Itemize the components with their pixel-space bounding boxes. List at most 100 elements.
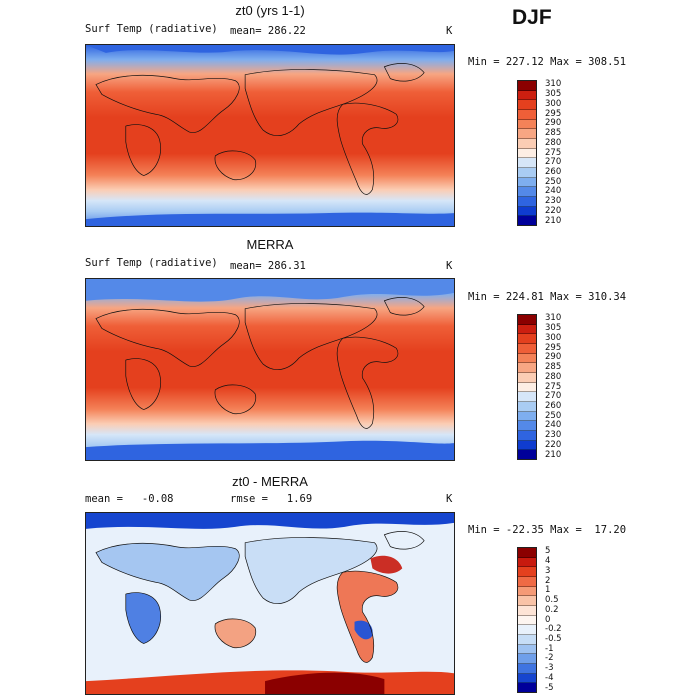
colorbar-tick-label: 0 (545, 614, 551, 625)
colorbar-swatch (518, 353, 536, 364)
colorbar-tick-label: 280 (545, 137, 562, 148)
colorbar-tick-label: 275 (545, 147, 562, 158)
colorbar-tick-label: 285 (545, 362, 562, 373)
colorbar-swatch (518, 100, 536, 111)
colorbar-tick-label: 260 (545, 400, 562, 411)
colorbar-swatch (518, 197, 536, 207)
colorbar-swatch (518, 440, 536, 451)
colorbar-swatch (518, 81, 536, 91)
colorbar-swatch (518, 557, 536, 568)
colorbar-swatch (518, 402, 536, 412)
panel-title: zt0 - MERRA (232, 474, 308, 489)
colorbar-tick-label: -0.2 (545, 624, 562, 635)
colorbar-tick-label: 305 (545, 89, 562, 100)
colorbar-tick-label: 210 (545, 449, 562, 460)
colorbar-swatch (518, 110, 536, 120)
colorbar-tick-label: -5 (545, 682, 554, 693)
mean-label: mean = -0.08 (85, 493, 174, 505)
colorbar-tick-label: 275 (545, 381, 562, 392)
variable-label: Surf Temp (radiative) (85, 23, 218, 35)
colorbar-tick-label: 5 (545, 546, 551, 557)
reanalysis-temperature-map (85, 278, 455, 461)
colorbar-swatch (518, 411, 536, 422)
units-label: K (446, 260, 453, 272)
colorbar-tick-label: 4 (545, 556, 551, 567)
colorbar-tick-label: -2 (545, 653, 554, 664)
colorbar-tick-label: 240 (545, 420, 562, 431)
colorbar-tick-label: 230 (545, 196, 562, 207)
colorbar-tick-label: 240 (545, 186, 562, 197)
colorbar-swatch (518, 139, 536, 149)
colorbar-tick-label: -4 (545, 672, 554, 683)
colorbar-tick-label: 220 (545, 439, 562, 450)
mean-label: mean= 286.31 (230, 260, 306, 272)
minmax-label: Min = 224.81 Max = 310.34 (468, 291, 627, 303)
colorbar-tick-label: 210 (545, 215, 562, 226)
colorbar-swatch (518, 392, 536, 403)
colorbar-tick-label: 260 (545, 166, 562, 177)
colorbar-swatch (518, 625, 536, 636)
colorbar-swatch (518, 683, 536, 693)
colorbar-swatch (518, 334, 536, 345)
colorbar-tick-label: 305 (545, 323, 562, 334)
colorbar-swatch (518, 567, 536, 578)
units-label: K (446, 25, 453, 37)
panel-title: MERRA (246, 237, 294, 252)
colorbar-tick-label: 300 (545, 98, 562, 109)
mean-label: mean= 286.22 (230, 25, 306, 37)
colorbar-tick-label: 300 (545, 332, 562, 343)
colorbar-tick-label: 295 (545, 342, 562, 353)
colorbar-swatch (518, 450, 536, 460)
colorbar-tick-label: 280 (545, 371, 562, 382)
colorbar-swatch (518, 344, 536, 354)
colorbar-tick-label: 285 (545, 128, 562, 139)
colorbar-tick-label: -3 (545, 663, 554, 674)
season-label: DJF (512, 6, 552, 29)
colorbar-swatch (518, 158, 536, 169)
colorbar-swatch (518, 606, 536, 616)
colorbar-tick-label: 250 (545, 410, 562, 421)
colorbar-swatch (518, 324, 536, 335)
difference-map (85, 512, 455, 695)
colorbar-tick-label: 0.2 (545, 604, 559, 615)
minmax-label: Min = 227.12 Max = 308.51 (468, 56, 627, 68)
colorbar-swatch (518, 129, 536, 140)
colorbar (517, 80, 537, 226)
colorbar-swatch (518, 586, 536, 597)
colorbar-swatch (518, 596, 536, 607)
colorbar-swatch (518, 664, 536, 674)
colorbar-swatch (518, 206, 536, 217)
colorbar-swatch (518, 548, 536, 558)
colorbar-swatch (518, 363, 536, 374)
colorbar-swatch (518, 373, 536, 383)
colorbar-tick-label: 310 (545, 313, 562, 324)
colorbar-tick-label: 250 (545, 176, 562, 187)
colorbar-swatch (518, 615, 536, 626)
colorbar-swatch (518, 90, 536, 101)
colorbar-tick-label: 290 (545, 118, 562, 129)
colorbar-tick-label: 270 (545, 391, 562, 402)
variable-label: Surf Temp (radiative) (85, 257, 218, 269)
model-temperature-map (85, 44, 455, 227)
colorbar-tick-label: -0.5 (545, 633, 562, 644)
colorbar-swatch (518, 673, 536, 684)
colorbar-tick-label: 270 (545, 157, 562, 168)
colorbar-swatch (518, 187, 536, 198)
colorbar-tick-label: 1 (545, 585, 551, 596)
colorbar-swatch (518, 177, 536, 188)
colorbar-tick-label: 3 (545, 565, 551, 576)
colorbar-swatch (518, 119, 536, 130)
colorbar (517, 314, 537, 460)
colorbar-swatch (518, 382, 536, 393)
colorbar-swatch (518, 654, 536, 665)
rmse-label: rmse = 1.69 (230, 493, 313, 505)
colorbar-tick-label: 310 (545, 79, 562, 90)
colorbar-swatch (518, 216, 536, 226)
colorbar-swatch (518, 635, 536, 645)
colorbar (517, 547, 537, 693)
minmax-label: Min = -22.35 Max = 17.20 (468, 524, 627, 536)
units-label: K (446, 493, 453, 505)
colorbar-swatch (518, 315, 536, 325)
colorbar-tick-label: 0.5 (545, 595, 559, 606)
colorbar-swatch (518, 644, 536, 655)
